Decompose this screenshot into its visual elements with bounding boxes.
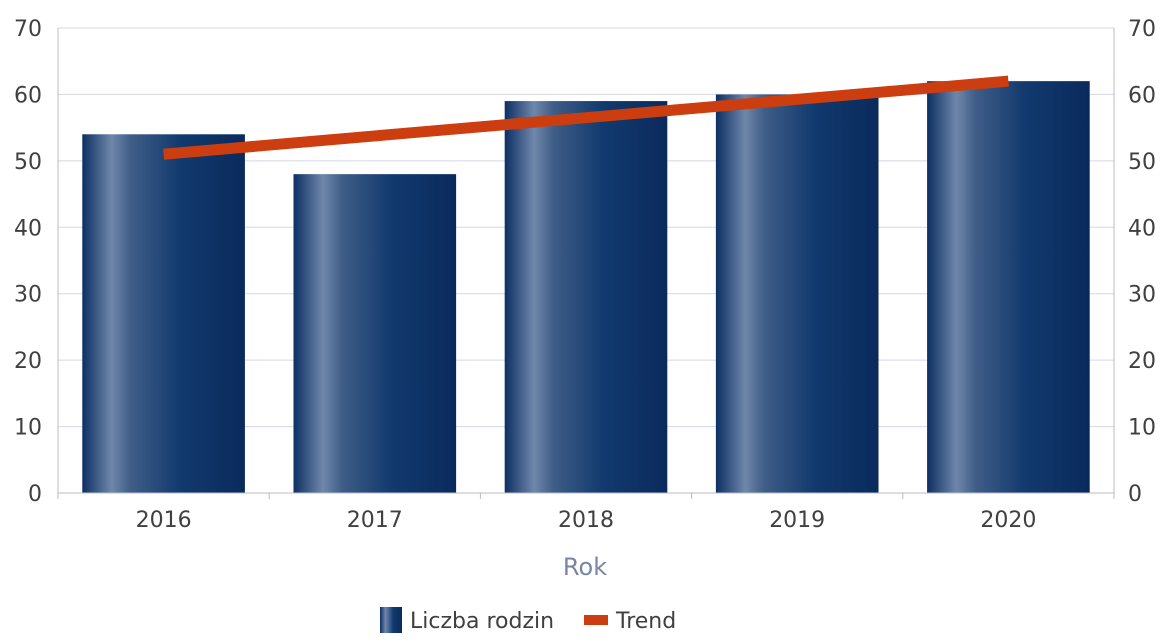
x-tick-label-2020: 2020 [980, 508, 1036, 533]
legend: Liczba rodzin Trend [380, 607, 676, 634]
y-left-tick-label: 40 [14, 216, 42, 241]
bar-2020 [927, 81, 1090, 494]
trend-line-group [163, 75, 1009, 160]
y-left-tick-label: 0 [28, 482, 42, 507]
y-left-tick-label: 60 [14, 83, 42, 108]
y-right-tick-label: 20 [1128, 349, 1156, 374]
bar-2018 [504, 101, 668, 494]
x-axis-ticks: 2016 2017 2018 2019 2020 [136, 508, 1037, 533]
bar-2016 [82, 134, 245, 494]
y-left-tick-label: 50 [14, 150, 42, 175]
y-axis-left-ticks: 0 10 20 30 40 50 60 70 [14, 17, 42, 507]
y-left-tick-label: 70 [14, 17, 42, 42]
y-right-tick-label: 50 [1128, 150, 1156, 175]
legend-swatch-trend [584, 615, 608, 625]
y-right-tick-label: 30 [1128, 283, 1156, 308]
y-right-tick-label: 10 [1128, 416, 1156, 441]
legend-label-bars: Liczba rodzin [410, 609, 554, 634]
y-left-tick-label: 10 [14, 416, 42, 441]
y-right-tick-label: 0 [1128, 482, 1142, 507]
y-right-tick-label: 60 [1128, 83, 1156, 108]
x-tick-label-2019: 2019 [769, 508, 825, 533]
y-left-tick-label: 20 [14, 349, 42, 374]
y-right-tick-label: 70 [1128, 17, 1156, 42]
axes [57, 28, 1115, 499]
y-right-tick-label: 40 [1128, 216, 1156, 241]
x-tick-label-2017: 2017 [347, 508, 403, 533]
legend-swatch-bars [380, 607, 402, 633]
legend-label-trend: Trend [615, 609, 676, 634]
y-axis-right-ticks: 0 10 20 30 40 50 60 70 [1128, 17, 1156, 507]
trend-line [163, 75, 1009, 160]
x-tick-label-2016: 2016 [136, 508, 192, 533]
x-axis-title: Rok [563, 553, 607, 581]
bar-2019 [715, 94, 879, 493]
y-left-tick-label: 30 [14, 283, 42, 308]
bars [82, 81, 1090, 494]
x-tick-label-2018: 2018 [558, 508, 614, 533]
bar-2017 [293, 174, 457, 493]
